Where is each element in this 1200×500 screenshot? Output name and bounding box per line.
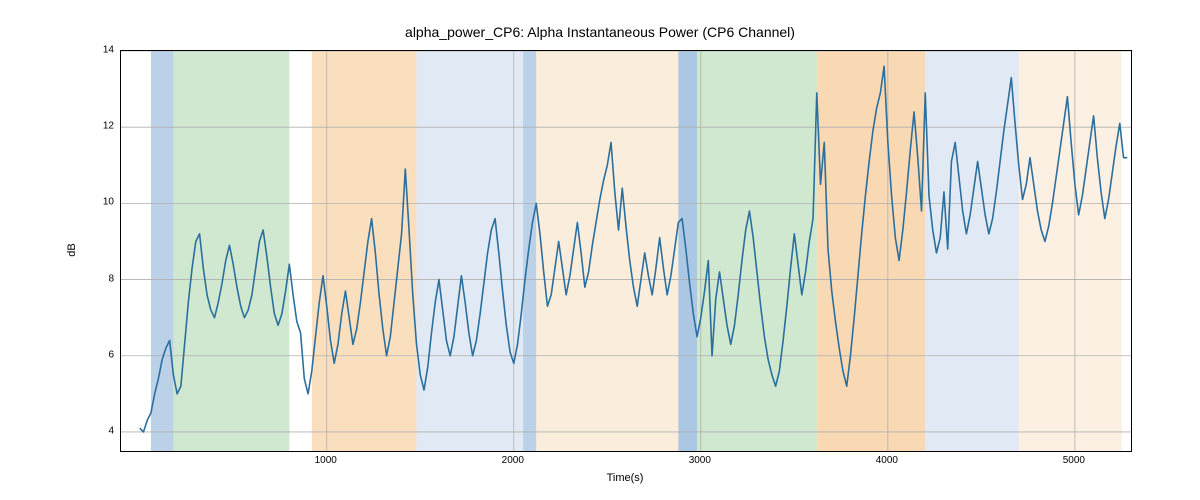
x-axis-label: Time(s) <box>607 472 644 484</box>
y-tick-label: 6 <box>86 349 114 360</box>
y-tick-label: 12 <box>86 121 114 132</box>
x-tick-label: 4000 <box>876 455 898 466</box>
plot-svg <box>121 51 1131 451</box>
figure: alpha_power_CP6: Alpha Instantaneous Pow… <box>0 0 1200 500</box>
x-tick-label: 5000 <box>1063 455 1085 466</box>
x-tick-label: 1000 <box>315 455 337 466</box>
x-tick-label: 3000 <box>689 455 711 466</box>
chart-title: alpha_power_CP6: Alpha Instantaneous Pow… <box>0 24 1200 40</box>
y-axis-label: dB <box>66 243 78 256</box>
y-tick-label: 4 <box>86 425 114 436</box>
x-tick-label: 2000 <box>502 455 524 466</box>
plot-area <box>120 50 1132 452</box>
y-tick-label: 14 <box>86 45 114 56</box>
y-tick-label: 10 <box>86 197 114 208</box>
y-tick-label: 8 <box>86 273 114 284</box>
